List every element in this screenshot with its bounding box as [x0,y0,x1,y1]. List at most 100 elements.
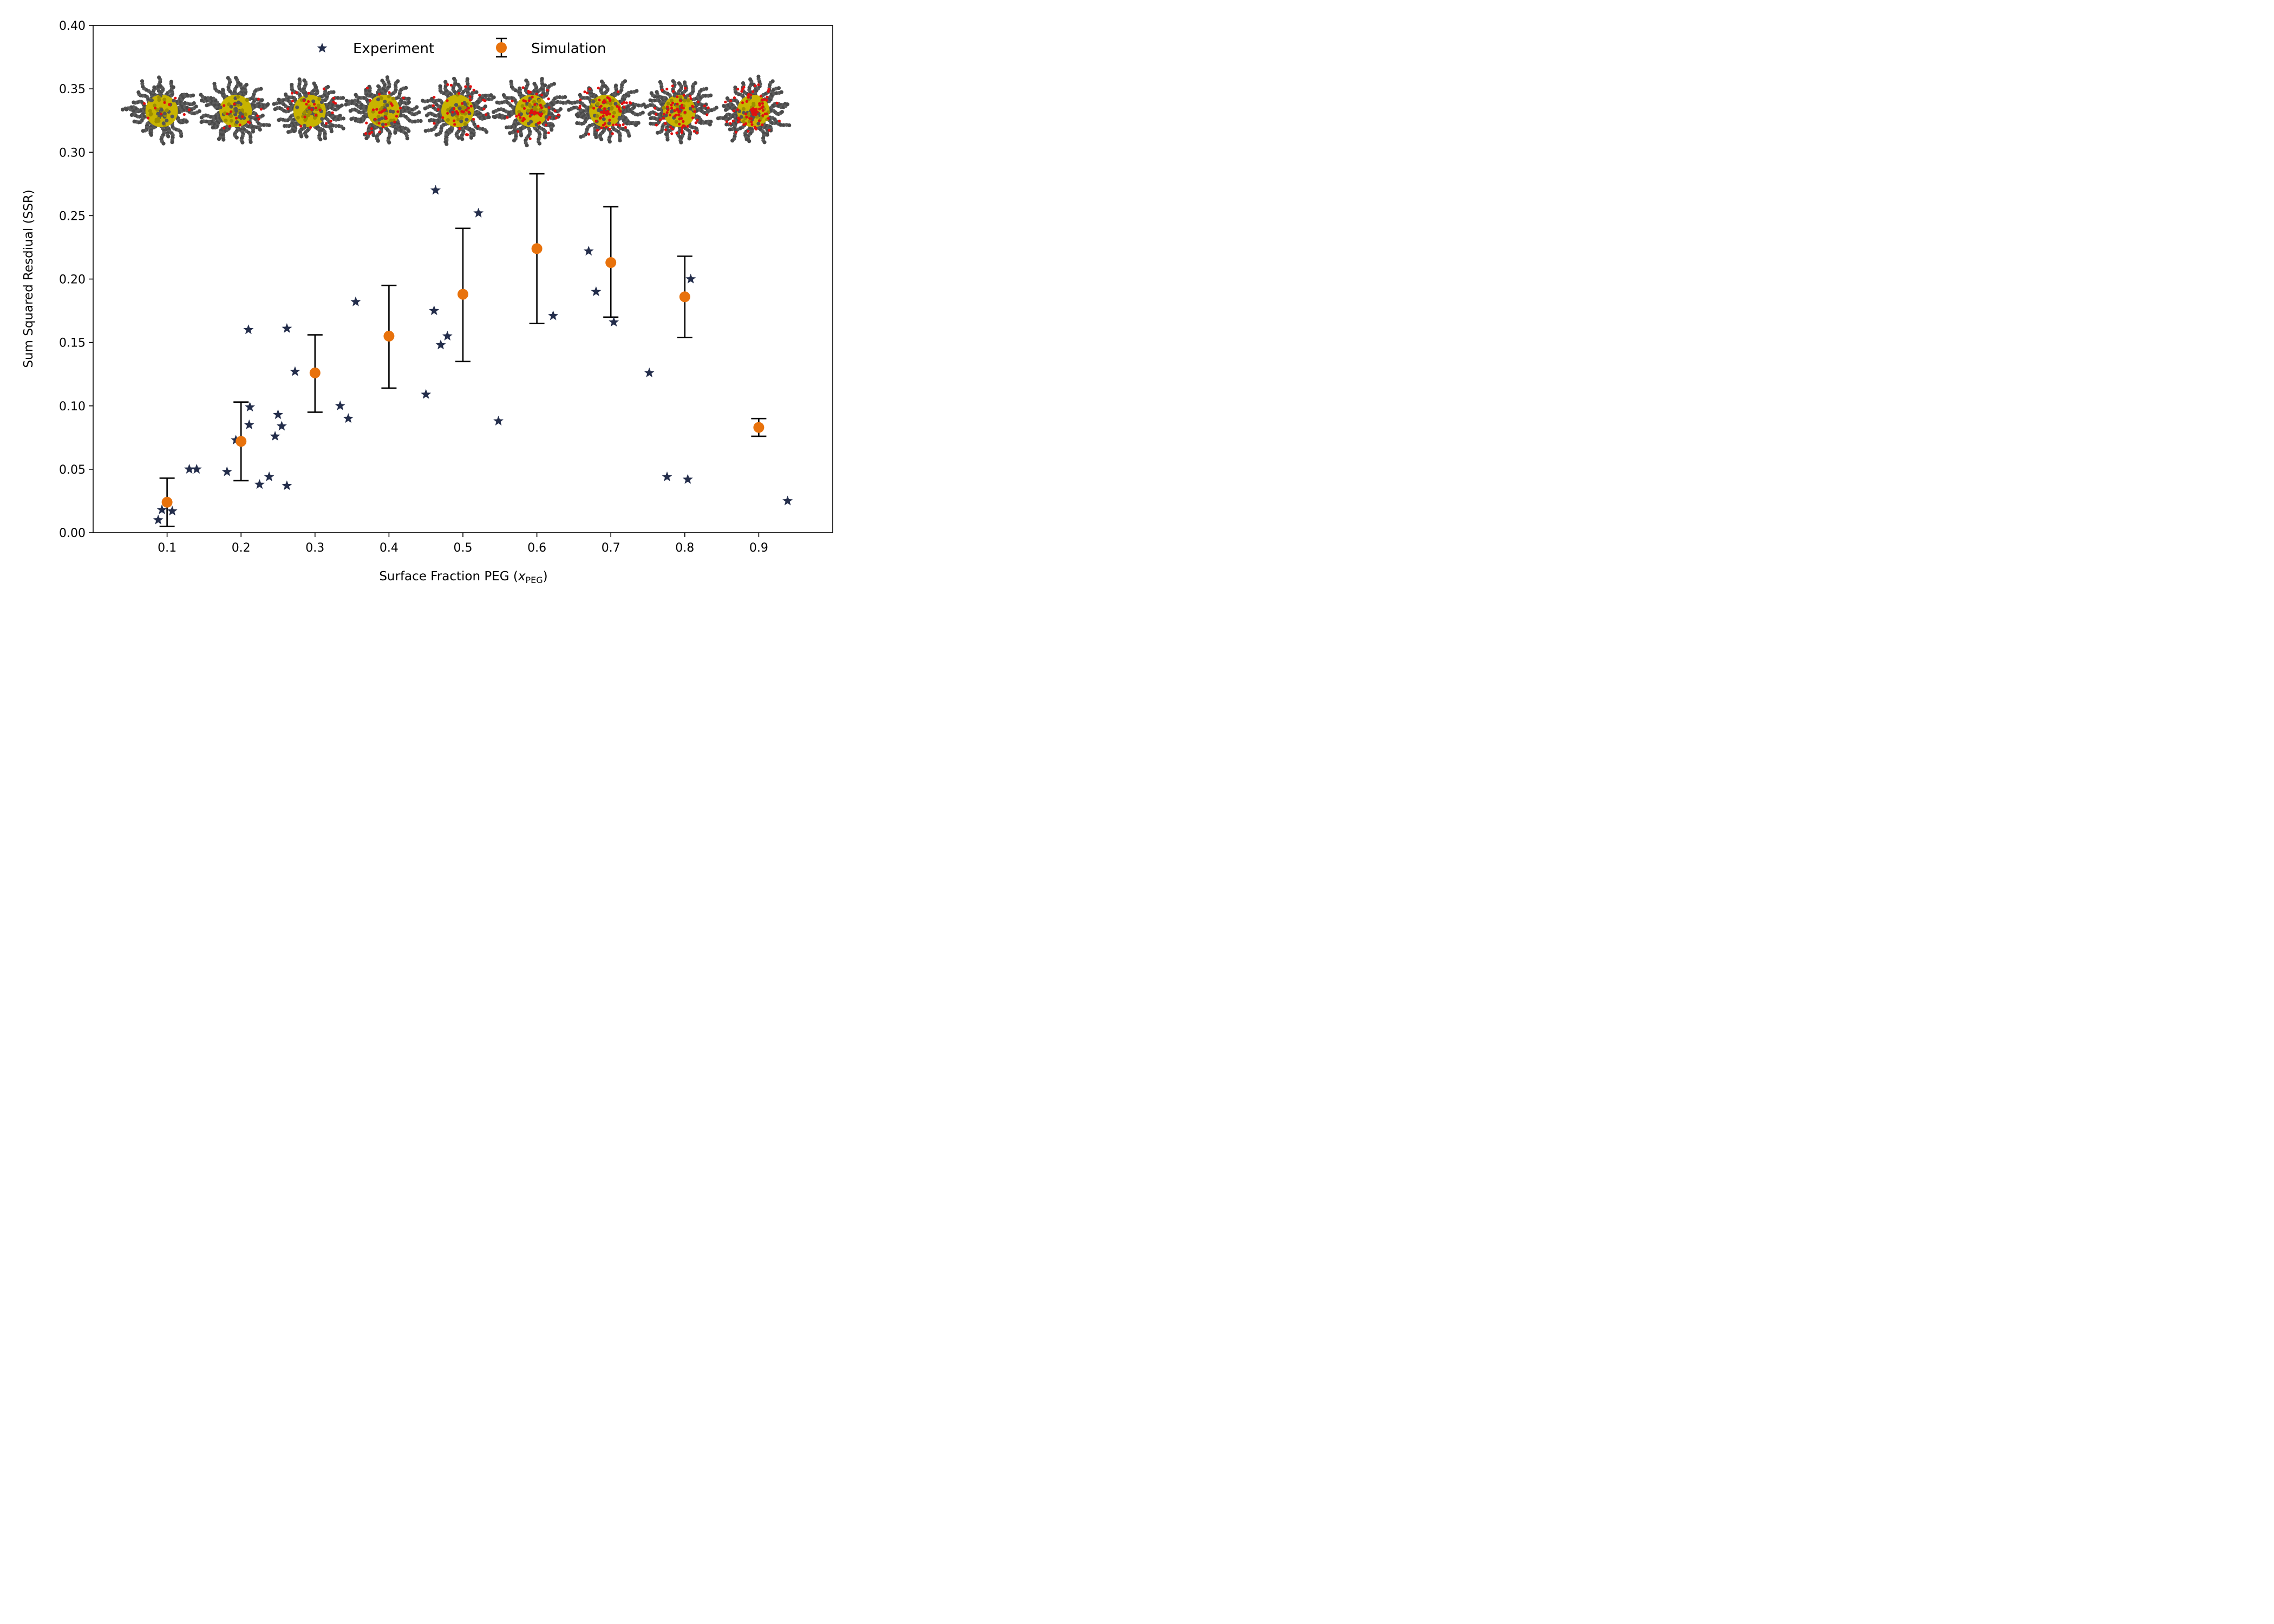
shell-bead [157,75,161,80]
shell-bead [443,140,448,144]
shell-bead [741,81,746,86]
shell-bead [380,78,384,83]
shell-bead [607,140,612,144]
peg-bead [624,126,627,129]
core-bead [237,115,241,119]
experiment-point [153,514,164,525]
shell-bead [185,119,189,124]
shell-bead [199,115,204,120]
shell-bead [194,104,198,109]
peg-bead [751,113,755,116]
core-bead [527,103,532,107]
legend-experiment-label: Experiment [353,41,434,57]
peg-bead [302,99,306,102]
peg-bead [146,116,149,120]
core-bead [234,107,238,111]
peg-bead [620,102,624,106]
core-bead [229,114,233,119]
shell-bead [655,130,660,135]
y-tick-label: 0.05 [59,463,86,477]
peg-bead [482,99,485,102]
shell-bead [716,116,720,121]
peg-bead [378,130,381,134]
shell-bead [574,113,579,117]
shell-bead [398,113,403,117]
peg-bead [696,119,699,122]
y-tick-label: 0.35 [59,83,86,96]
shell-bead [723,108,728,112]
core-bead [320,117,324,121]
peg-bead [675,131,678,135]
peg-bead [248,121,251,125]
shell-bead [434,133,439,137]
peg-bead [729,99,733,102]
shell-bead [318,137,323,142]
peg-bead [742,123,746,126]
peg-bead [433,96,436,99]
core-bead [235,120,239,125]
peg-bead [375,108,378,111]
peg-bead [142,102,146,105]
core-bead [245,98,249,102]
core-bead [741,120,746,124]
peg-bead [608,128,611,131]
chart: 0.1 0.2 0.3 0.4 0.5 0.6 0.7 0.8 0.9 0.00 0.05 0.10… [0,0,845,603]
core-bead [302,111,306,115]
peg-bead [768,128,771,132]
core-bead [609,102,613,106]
peg-bead [540,94,544,97]
shell-bead [407,100,411,104]
micelle-snapshot [272,77,346,142]
shell-bead [785,102,789,107]
peg-bead [670,103,673,107]
core-bead [319,100,324,104]
peg-bead [187,108,191,112]
peg-bead [691,116,695,120]
core-bead [236,95,240,99]
experiment-point [245,402,256,412]
peg-bead [759,94,762,97]
x-axis-title-sub: PEG [526,575,543,585]
peg-bead [465,109,468,112]
peg-bead [753,84,756,88]
experiment-point [591,286,602,297]
peg-bead [226,112,229,115]
core-bead [218,105,223,109]
peg-bead [451,110,454,114]
peg-bead [741,101,744,104]
shell-bead [512,139,517,143]
peg-bead [682,120,685,123]
peg-bead [602,109,606,113]
shell-bead [635,89,639,93]
shell-bead [405,136,409,141]
core-bead [532,100,536,104]
shell-bead [211,126,215,130]
shell-bead [671,79,675,83]
core-bead [162,97,167,102]
peg-bead [548,116,551,119]
y-axis-title: Sum Squared Resdiual (SSR) [22,189,36,368]
peg-bead [622,123,625,126]
peg-bead [478,94,481,97]
peg-bead [309,126,312,129]
peg-bead [668,113,672,116]
core-bead [596,102,600,106]
core-bead [149,98,153,102]
peg-bead [528,137,532,140]
legend: Experiment Simulation [317,37,606,58]
x-axis-title: Surface Fraction PEG (xPEG) [379,569,547,585]
shell-bead [205,103,209,108]
shell-bead [206,96,210,100]
shell-bead [259,87,263,91]
peg-bead [456,113,460,116]
peg-bead [596,128,599,132]
peg-bead [665,111,669,114]
y-tick-label: 0.30 [59,146,86,160]
shell-bead [249,140,253,144]
peg-bead [310,108,313,112]
peg-bead [603,107,606,110]
peg-bead [588,87,591,90]
peg-bead [744,112,747,115]
peg-bead [223,127,226,130]
core-bead [159,108,164,112]
